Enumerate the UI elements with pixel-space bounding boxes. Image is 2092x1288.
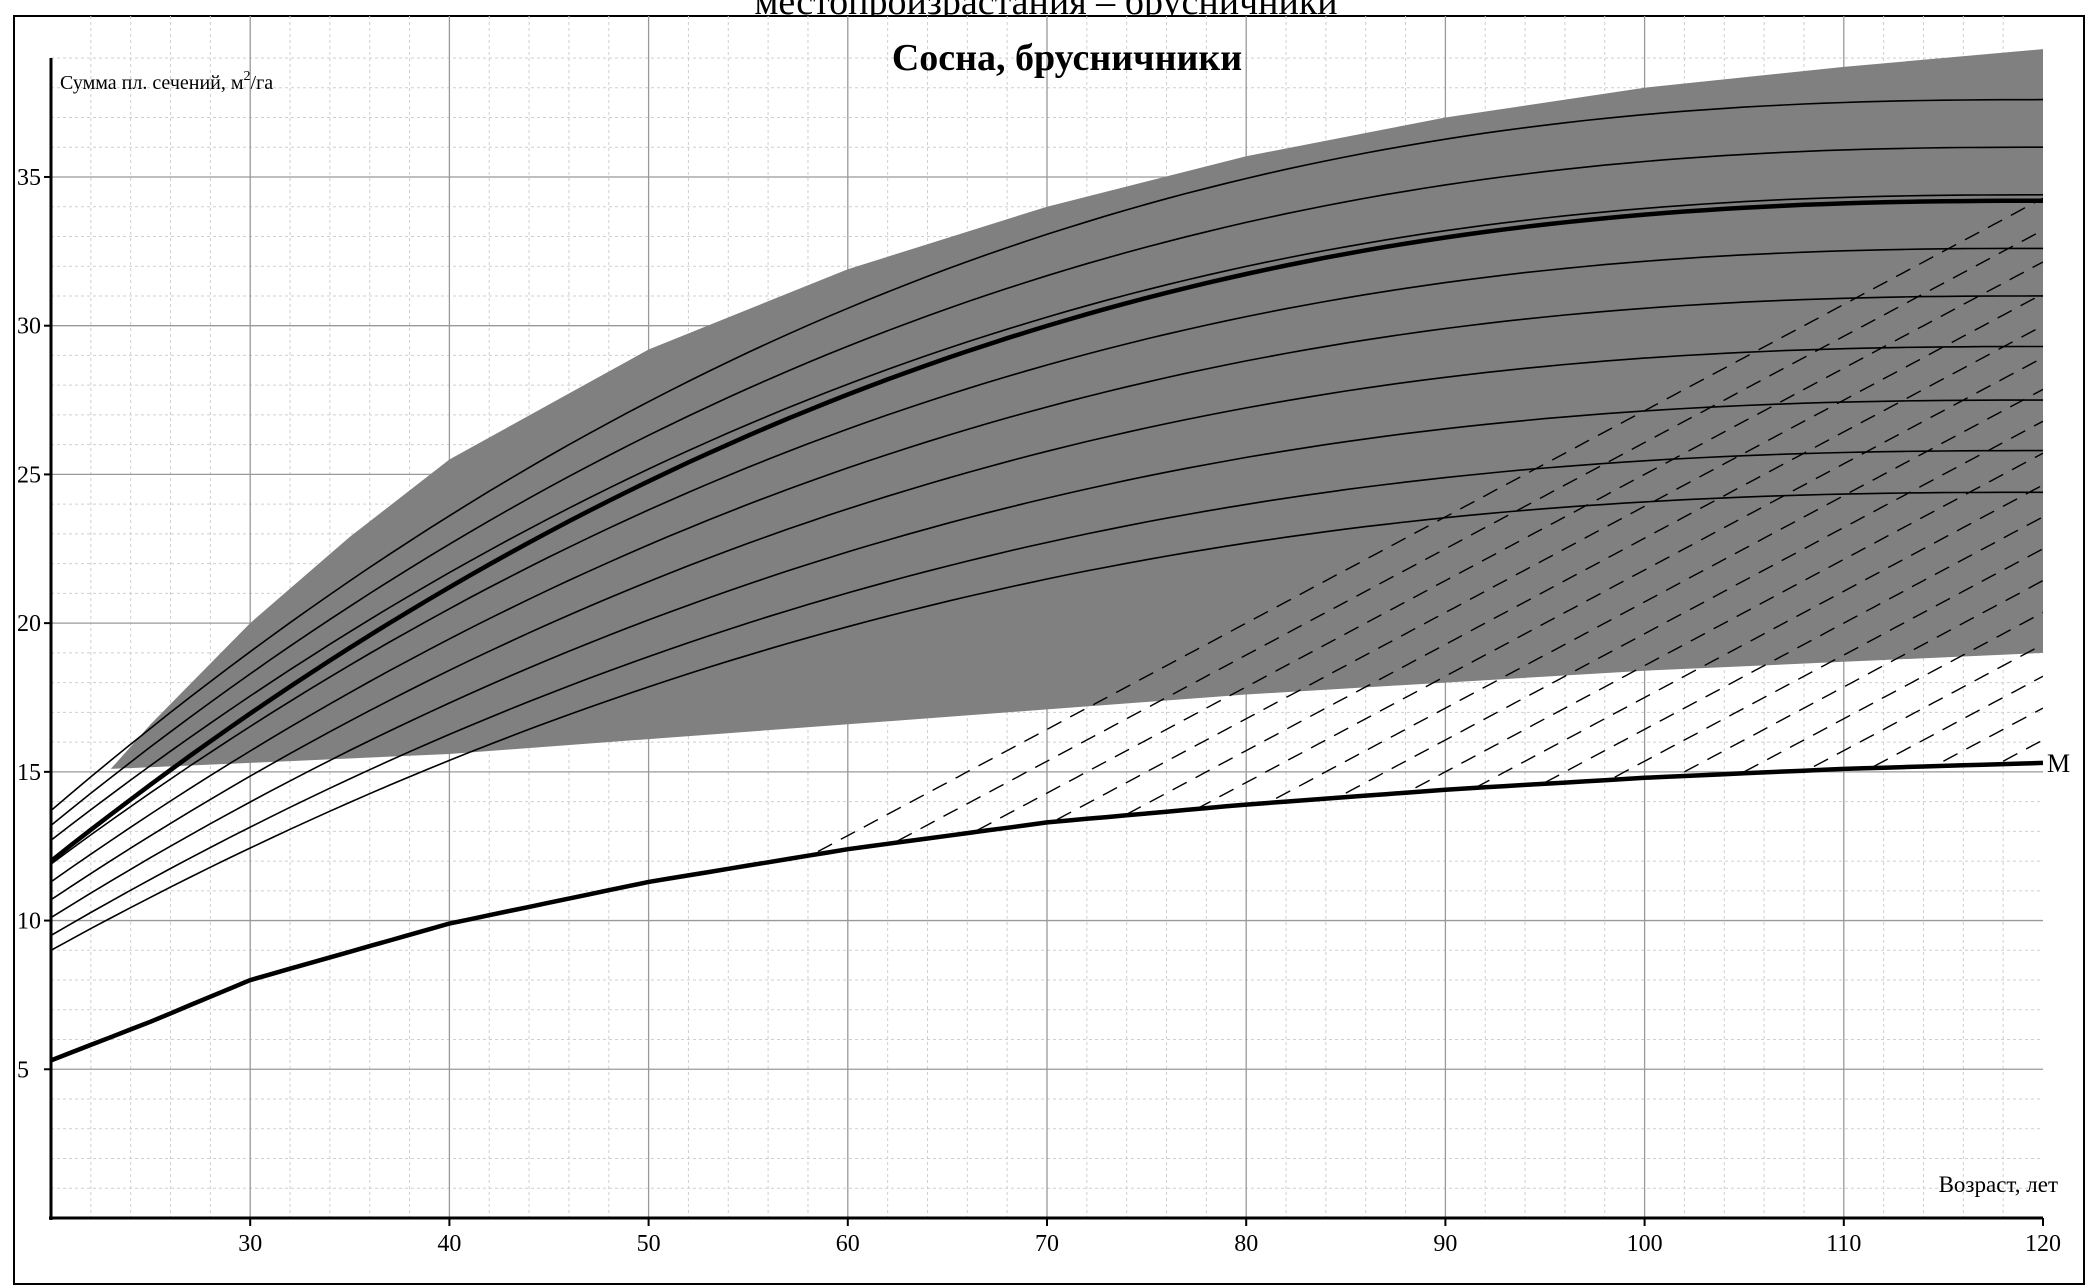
- solid-curve: [51, 449, 2043, 937]
- x-tick-label: 50: [637, 1231, 661, 1257]
- y-tick-label: 20: [17, 611, 41, 637]
- m-curve-label: M: [2047, 749, 2070, 778]
- chart-title: Сосна, брусничники: [892, 37, 1242, 79]
- dashed-isoline: [976, 261, 2043, 831]
- y-tick-label: 15: [17, 760, 41, 786]
- solid-curve: [51, 345, 2043, 901]
- dashed-isoline: [1943, 707, 2043, 762]
- x-tick-label: 80: [1234, 1231, 1258, 1257]
- dashed-isoline: [1415, 452, 2043, 789]
- dashed-isoline: [1126, 325, 2043, 815]
- dashed-isoline: [897, 229, 2043, 842]
- dashed-isoline: [817, 197, 2043, 853]
- dashed-isoline: [1684, 579, 2043, 773]
- m-curve: [51, 760, 2043, 1063]
- dashed-isoline: [1275, 388, 2043, 800]
- y-tick-label: 25: [17, 462, 41, 488]
- dashed-isoline: [1614, 548, 2043, 778]
- x-tick-label: 100: [1627, 1231, 1663, 1257]
- dashed-isoline: [1813, 643, 2043, 768]
- x-tick-label: 70: [1035, 1231, 1059, 1257]
- x-tick-label: 120: [2025, 1231, 2061, 1257]
- y-tick-label: 30: [17, 314, 41, 340]
- x-axis-label: Возраст, лет: [1939, 1172, 2058, 1197]
- dashed-isoline: [1056, 293, 2043, 821]
- y-tick-label: 5: [17, 1057, 29, 1083]
- solid-curve: [51, 295, 2043, 883]
- highlight-curve: [51, 198, 2043, 863]
- dashed-isoline: [2002, 739, 2043, 762]
- y-tick-label: 10: [17, 909, 41, 935]
- solid-curve: [51, 247, 2043, 865]
- solid-curve: [51, 98, 2043, 812]
- dashed-isoline: [1743, 611, 2043, 773]
- shaded-density-band: [110, 49, 2043, 769]
- x-tick-label: 30: [238, 1231, 262, 1257]
- y-axis-label: Сумма пл. сечений, м2/га: [60, 69, 273, 94]
- dashed-isoline: [1873, 675, 2043, 768]
- solid-curve: [51, 146, 2043, 827]
- x-tick-label: 110: [1826, 1231, 1861, 1257]
- dashed-isoline: [1196, 356, 2043, 810]
- dashed-isolines: [817, 197, 2043, 853]
- dashed-isoline: [1345, 420, 2043, 794]
- x-tick-label: 90: [1433, 1231, 1457, 1257]
- solid-curves: [51, 98, 2043, 952]
- y-tick-label: 35: [17, 165, 41, 191]
- x-tick-labels: 30 40 50 60 70 80 90 100 110 120: [238, 1218, 2061, 1257]
- solid-curve: [51, 194, 2043, 841]
- solid-curve: [51, 399, 2043, 919]
- dashed-isoline: [1544, 516, 2043, 784]
- dashed-isoline: [1474, 484, 2043, 789]
- solid-curve: [51, 491, 2043, 952]
- y-tick-labels: 5 10 15 20 25 30 35: [17, 165, 51, 1083]
- x-tick-label: 40: [437, 1231, 461, 1257]
- x-tick-label: 60: [836, 1231, 860, 1257]
